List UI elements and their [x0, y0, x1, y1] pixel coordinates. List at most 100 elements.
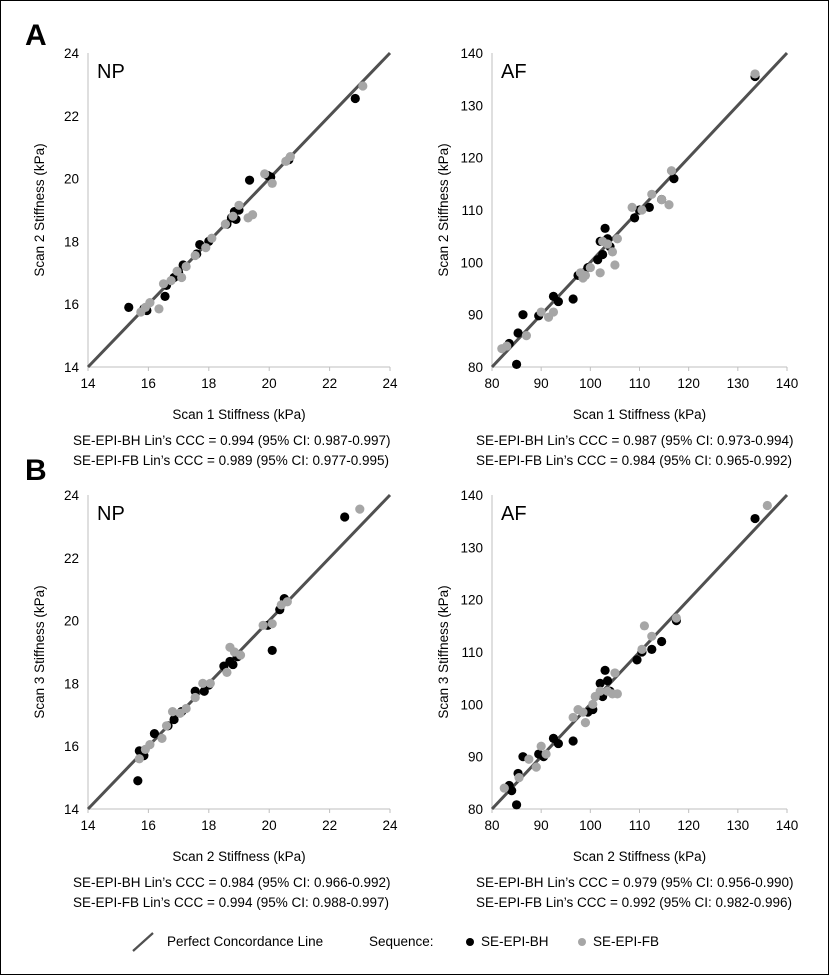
b-af-bh-point — [657, 636, 667, 647]
b-af-fb-point — [671, 613, 681, 623]
a-af-fb-point — [548, 307, 559, 317]
b-np-fb-point — [258, 620, 268, 630]
b-af-bh-point — [750, 513, 760, 524]
a-np-fb-point — [260, 169, 270, 179]
legend-sequence-label: Sequence: — [369, 934, 434, 949]
stats-b-np: SE-EPI-BH Lin’s CCC = 0.984 (95% CI: 0.9… — [73, 873, 391, 913]
b-np-fb-point — [181, 703, 191, 714]
a-af-y-tick-label: 130 — [460, 98, 483, 113]
a-np-fb-point — [158, 279, 169, 289]
b-np-fb-point — [282, 597, 292, 607]
b-af-fb-point — [578, 707, 588, 717]
a-af-x-tick-label: 110 — [629, 376, 651, 391]
a-af-fb-point — [580, 270, 591, 281]
a-af-bh-point — [669, 174, 679, 184]
b-np-y-tick-label: 20 — [64, 614, 79, 629]
b-np-title: NP — [97, 503, 125, 525]
a-af-fb-point — [647, 189, 657, 199]
stats-b-np-bh: SE-EPI-BH Lin’s CCC = 0.984 (95% CI: 0.9… — [73, 875, 391, 890]
b-af-fb-point — [531, 762, 541, 772]
a-af-y-tick-label: 90 — [468, 308, 483, 323]
b-af-title: AF — [501, 503, 527, 525]
a-np-fb-point — [285, 152, 295, 162]
a-np-fb-point — [145, 298, 155, 308]
a-np-x-tick-label: 18 — [201, 376, 216, 391]
a-af-fb-point — [595, 268, 605, 278]
legend-bh-label: SE-EPI-BH — [481, 934, 549, 949]
b-np-fb-point — [235, 650, 246, 660]
a-np-x-tick-label: 14 — [80, 376, 96, 391]
a-af-bh-point — [629, 213, 640, 223]
b-np-fb-point — [157, 733, 167, 743]
b-af-x-tick-label: 140 — [776, 818, 799, 833]
b-np-y-tick-label: 24 — [64, 488, 80, 503]
a-np-y-tick-label: 20 — [64, 172, 79, 187]
b-af-bh-point — [595, 678, 605, 689]
b-np-x-tick-label: 18 — [201, 818, 216, 833]
a-af-fb-point — [610, 260, 620, 270]
stats-a-af-fb: SE-EPI-FB Lin’s CCC = 0.984 (95% CI: 0.9… — [476, 453, 793, 468]
a-np-x-tick-label: 16 — [141, 376, 156, 391]
a-af-fb-point — [627, 202, 637, 212]
b-af-x-tick-label: 90 — [534, 818, 549, 833]
legend-line-icon — [132, 932, 154, 952]
b-af-fb-point — [541, 749, 551, 759]
a-af-bh-point — [518, 310, 528, 320]
b-np-fb-point — [167, 707, 178, 717]
stats-b-np-fb: SE-EPI-FB Lin’s CCC = 0.994 (95% CI: 0.9… — [73, 895, 390, 910]
b-af-fb-point — [514, 773, 524, 783]
a-np-fb-point — [234, 200, 244, 210]
b-np-x-tick-label: 20 — [262, 818, 277, 833]
b-af-fb-point — [499, 783, 509, 793]
a-np-fb-point — [201, 243, 211, 253]
a-af-bh-point — [511, 359, 522, 369]
b-np-bh-point — [340, 512, 350, 522]
b-af-fb-point — [647, 631, 657, 641]
a-af-bh-point — [553, 296, 563, 307]
a-af-fb-point — [602, 239, 613, 249]
b-np-fb-point — [134, 754, 144, 764]
a-af-y-tick-label: 140 — [460, 46, 483, 61]
b-af-fb-point — [580, 718, 591, 728]
b-np-fb-point — [355, 504, 365, 514]
stats-a-af: SE-EPI-BH Lin’s CCC = 0.987 (95% CI: 0.9… — [476, 431, 794, 471]
b-af-bh-point — [600, 665, 610, 675]
a-np-x-tick-label: 20 — [262, 376, 277, 391]
a-np-fb-point — [220, 219, 231, 229]
a-np-y-tick-label: 22 — [64, 109, 79, 124]
b-af-x-tick-label: 80 — [484, 818, 499, 833]
b-np-fb-point — [205, 678, 215, 689]
a-np-fb-point — [154, 304, 164, 314]
a-af-x-tick-label: 140 — [776, 376, 799, 391]
b-af-fb-point — [639, 621, 650, 631]
a-af-y-tick-label: 120 — [460, 151, 483, 166]
a-np-y-tick-label: 14 — [64, 360, 80, 375]
a-np-fb-point — [207, 233, 217, 243]
b-np-y-tick-label: 14 — [64, 802, 80, 817]
b-af-bh-point — [553, 738, 563, 749]
a-af-fb-point — [502, 341, 512, 351]
b-np-bh-point — [149, 729, 160, 739]
b-np-fb-point — [190, 692, 200, 703]
b-np-fb-point — [145, 740, 155, 750]
stats-b-af: SE-EPI-BH Lin’s CCC = 0.979 (95% CI: 0.9… — [476, 873, 794, 913]
a-af-fb-point — [666, 166, 677, 176]
b-af-fb-point — [610, 668, 620, 678]
b-af-x-axis-label: Scan 2 Stiffness (kPa) — [573, 849, 706, 864]
b-af-bh-point — [511, 800, 522, 810]
a-af-x-tick-label: 100 — [579, 376, 602, 391]
a-af-bh-point — [568, 294, 578, 304]
a-af-bh-point — [644, 202, 654, 212]
a-np-fb-point — [177, 272, 187, 283]
b-np-fb-point — [161, 721, 172, 731]
b-af-fb-point — [612, 689, 622, 699]
a-np-bh-point — [244, 175, 255, 185]
a-af-y-axis-label: Scan 2 Stiffness (kPa) — [436, 143, 451, 276]
a-np-fb-point — [267, 178, 277, 188]
a-af-x-tick-label: 80 — [484, 376, 499, 391]
a-np-y-tick-label: 24 — [64, 46, 80, 61]
b-np-y-tick-label: 16 — [64, 739, 79, 754]
a-af-bh-point — [513, 328, 523, 338]
stats-a-np-bh: SE-EPI-BH Lin’s CCC = 0.994 (95% CI: 0.9… — [73, 433, 391, 448]
